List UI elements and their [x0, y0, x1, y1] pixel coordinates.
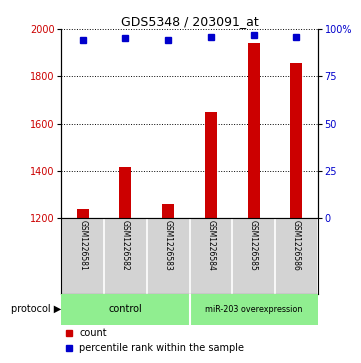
Text: GSM1226585: GSM1226585	[249, 220, 258, 271]
Title: GDS5348 / 203091_at: GDS5348 / 203091_at	[121, 15, 258, 28]
Text: miR-203 overexpression: miR-203 overexpression	[205, 305, 302, 314]
Bar	[248, 43, 260, 218]
Bar	[77, 209, 89, 218]
Bar	[61, 294, 190, 325]
Text: GSM1226584: GSM1226584	[206, 220, 216, 271]
Bar	[190, 294, 318, 325]
Text: GSM1226581: GSM1226581	[78, 220, 87, 271]
Bar	[205, 112, 217, 218]
Bar	[162, 204, 174, 218]
Text: count: count	[79, 327, 107, 338]
Text: protocol ▶: protocol ▶	[11, 304, 61, 314]
Bar	[119, 167, 131, 218]
Text: GSM1226583: GSM1226583	[164, 220, 173, 271]
Text: GSM1226582: GSM1226582	[121, 220, 130, 271]
Text: percentile rank within the sample: percentile rank within the sample	[79, 343, 244, 353]
Text: control: control	[109, 304, 142, 314]
Bar	[290, 63, 302, 218]
Text: GSM1226586: GSM1226586	[292, 220, 301, 271]
